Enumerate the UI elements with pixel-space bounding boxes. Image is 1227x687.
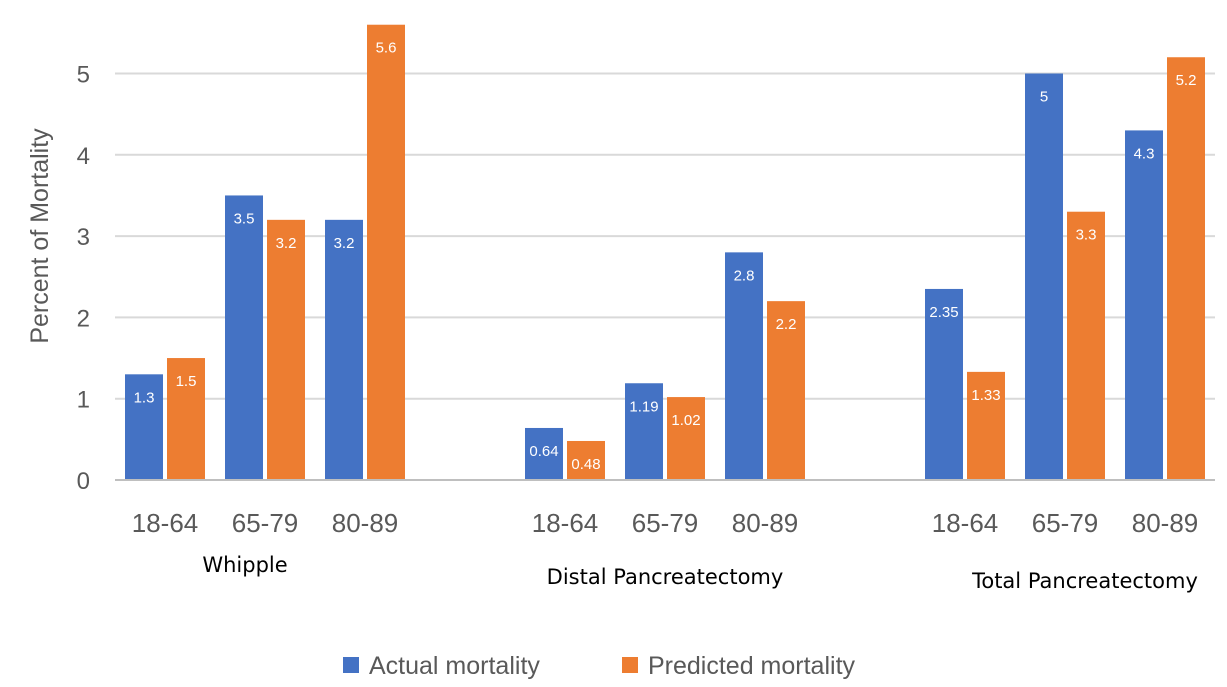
bars — [125, 24, 1205, 481]
y-tick-label: 2 — [77, 305, 90, 332]
x-tick-label: 65-79 — [632, 508, 699, 538]
bar-predicted — [367, 24, 405, 480]
bar-actual — [325, 219, 363, 480]
y-tick-label: 0 — [77, 468, 90, 495]
legend-label-predicted: Predicted mortality — [648, 652, 856, 680]
bar-actual — [625, 383, 663, 480]
group-label: Whipple — [202, 553, 287, 577]
data-label: 1.33 — [971, 387, 1000, 404]
data-label: 5.6 — [376, 40, 397, 57]
data-label: 3.2 — [334, 235, 355, 252]
data-labels: 1.3 1.5 3.5 3.2 3.2 5.6 0.64 0.48 1.19 1.02 2.8 2.2… — [134, 40, 1197, 473]
y-tick-label: 1 — [77, 387, 90, 414]
data-label: 1.5 — [176, 373, 197, 390]
data-label: 1.19 — [629, 398, 658, 415]
y-tick-label: 4 — [77, 143, 90, 170]
group-labels: Whipple Distal Pancreatectomy Total Pancre… — [202, 553, 1198, 593]
group-label: Distal Pancreatectomy — [547, 565, 784, 589]
data-label: 0.64 — [529, 443, 558, 460]
bar-actual — [1125, 130, 1163, 480]
bar-predicted — [1067, 211, 1105, 480]
data-label: 2.35 — [929, 304, 958, 321]
data-label: 5.2 — [1176, 72, 1197, 89]
x-axis-ticks: 18-64 65-79 80-89 18-64 65-79 80-89 18-64 65-79… — [132, 508, 1199, 538]
data-label: 2.2 — [776, 316, 797, 333]
y-axis-label: Percent of Mortality — [26, 128, 54, 344]
x-tick-label: 18-64 — [132, 508, 199, 538]
data-label: 2.8 — [734, 267, 755, 284]
bar-predicted — [967, 371, 1005, 480]
group-label: Total Pancreatectomy — [971, 569, 1198, 593]
bar-actual — [1025, 73, 1063, 480]
bar-predicted — [767, 301, 805, 480]
data-label: 5 — [1040, 89, 1048, 106]
y-tick-label: 3 — [77, 224, 90, 251]
legend-label-actual: Actual mortality — [369, 652, 540, 680]
data-label: 1.3 — [134, 389, 155, 406]
x-tick-label: 65-79 — [1032, 508, 1099, 538]
data-label: 1.02 — [671, 412, 700, 429]
bar-actual — [525, 427, 563, 480]
x-tick-label: 80-89 — [332, 508, 399, 538]
legend: Actual mortality Predicted mortality — [343, 652, 856, 680]
data-label: 3.2 — [276, 235, 297, 252]
legend-swatch-actual — [343, 657, 359, 673]
data-label: 4.3 — [1134, 145, 1155, 162]
bar-predicted — [567, 440, 605, 480]
bar-predicted — [167, 358, 205, 480]
data-label: 3.5 — [234, 210, 255, 227]
bar-actual — [225, 195, 263, 480]
x-tick-label: 18-64 — [932, 508, 999, 538]
x-tick-label: 80-89 — [732, 508, 799, 538]
data-label: 0.48 — [571, 456, 600, 473]
x-tick-label: 18-64 — [532, 508, 599, 538]
y-tick-label: 5 — [77, 62, 90, 89]
bar-predicted — [1167, 57, 1205, 481]
bar-actual — [125, 374, 163, 480]
bar-actual — [725, 252, 763, 480]
bar-actual — [925, 288, 963, 480]
x-tick-label: 65-79 — [232, 508, 299, 538]
x-tick-label: 80-89 — [1132, 508, 1199, 538]
bar-predicted — [667, 397, 705, 480]
y-axis-ticks: 0 1 2 3 4 5 — [77, 62, 90, 496]
bar-predicted — [267, 219, 305, 480]
data-label: 3.3 — [1076, 227, 1097, 244]
legend-swatch-predicted — [622, 657, 638, 673]
